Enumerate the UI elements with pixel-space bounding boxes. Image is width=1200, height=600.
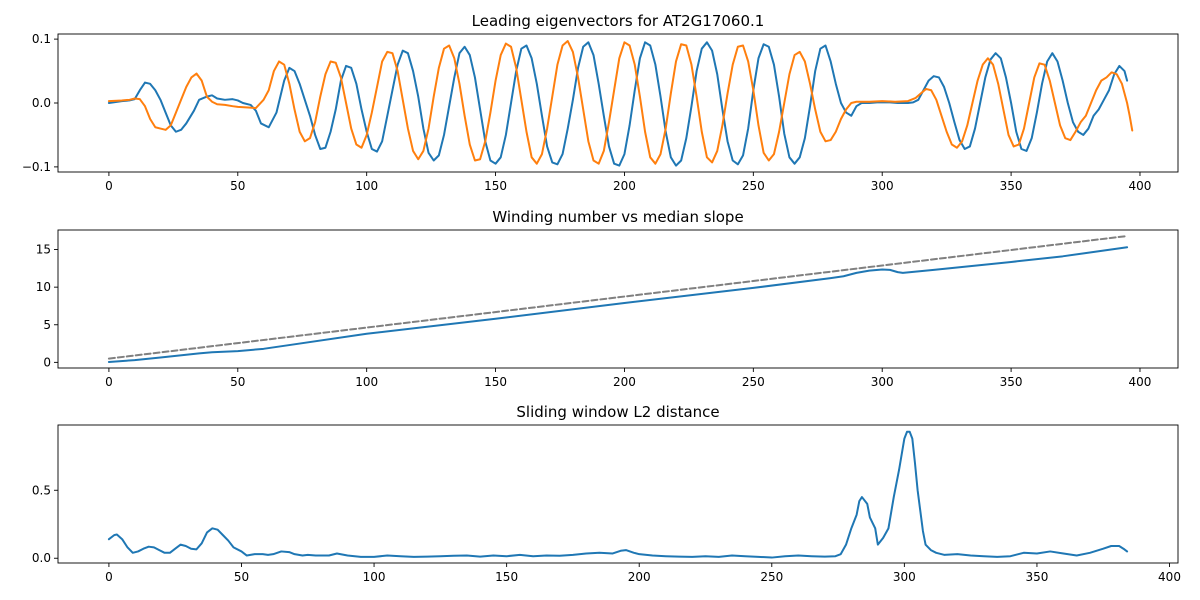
x-tick-label: 400 bbox=[1158, 570, 1181, 584]
x-tick-label: 400 bbox=[1129, 179, 1152, 193]
x-tick-label: 100 bbox=[355, 375, 378, 389]
x-tick-label: 350 bbox=[1000, 179, 1023, 193]
series-line-1 bbox=[107, 41, 1129, 167]
chart-title: Sliding window L2 distance bbox=[516, 403, 719, 421]
x-tick-label: 50 bbox=[230, 179, 245, 193]
series-line-1 bbox=[107, 430, 1129, 559]
series-line-2 bbox=[107, 40, 1134, 165]
y-tick-label: 0.1 bbox=[32, 32, 51, 46]
chart-panel-3: Sliding window L2 distance 0 50 100 150 200 25… bbox=[32, 403, 1181, 584]
x-tick-label: 350 bbox=[1025, 570, 1048, 584]
x-tick-label: 100 bbox=[363, 570, 386, 584]
chart-title: Winding number vs median slope bbox=[492, 208, 743, 226]
y-tick-label: 0.0 bbox=[32, 96, 51, 110]
axes-frame bbox=[57, 33, 1179, 173]
x-tick-label: 50 bbox=[230, 375, 245, 389]
x-tick-label: 0 bbox=[105, 179, 113, 193]
x-tick-label: 250 bbox=[760, 570, 783, 584]
x-tick-label: 200 bbox=[613, 375, 636, 389]
y-tick-label: −0.1 bbox=[22, 160, 51, 174]
y-tick-label: 0 bbox=[43, 355, 51, 369]
x-tick-label: 400 bbox=[1129, 375, 1152, 389]
x-tick-label: 150 bbox=[495, 570, 518, 584]
x-tick-label: 200 bbox=[613, 179, 636, 193]
x-tick-label: 300 bbox=[893, 570, 916, 584]
y-tick-label: 0.0 bbox=[32, 551, 51, 565]
y-tick-label: 10 bbox=[36, 280, 51, 294]
y-tick-label: 0.5 bbox=[32, 483, 51, 497]
x-tick-label: 300 bbox=[871, 179, 894, 193]
x-tick-label: 100 bbox=[355, 179, 378, 193]
x-tick-label: 350 bbox=[1000, 375, 1023, 389]
x-tick-label: 250 bbox=[742, 375, 765, 389]
y-tick-label: 15 bbox=[36, 243, 51, 257]
x-tick-label: 0 bbox=[105, 570, 113, 584]
x-tick-label: 150 bbox=[484, 179, 507, 193]
x-tick-label: 250 bbox=[742, 179, 765, 193]
x-tick-label: 0 bbox=[105, 375, 113, 389]
series-line-1 bbox=[107, 246, 1129, 363]
x-tick-label: 300 bbox=[871, 375, 894, 389]
chart-title: Leading eigenvectors for AT2G17060.1 bbox=[472, 12, 765, 30]
y-tick-label: 5 bbox=[43, 318, 51, 332]
series-line-2 bbox=[107, 235, 1129, 360]
chart-panel-1: Leading eigenvectors for AT2G17060.1 0 50 1… bbox=[22, 12, 1179, 193]
axes-frame bbox=[57, 424, 1179, 564]
x-tick-label: 50 bbox=[234, 570, 249, 584]
x-tick-label: 150 bbox=[484, 375, 507, 389]
axes-frame bbox=[57, 229, 1179, 369]
x-tick-label: 200 bbox=[628, 570, 651, 584]
